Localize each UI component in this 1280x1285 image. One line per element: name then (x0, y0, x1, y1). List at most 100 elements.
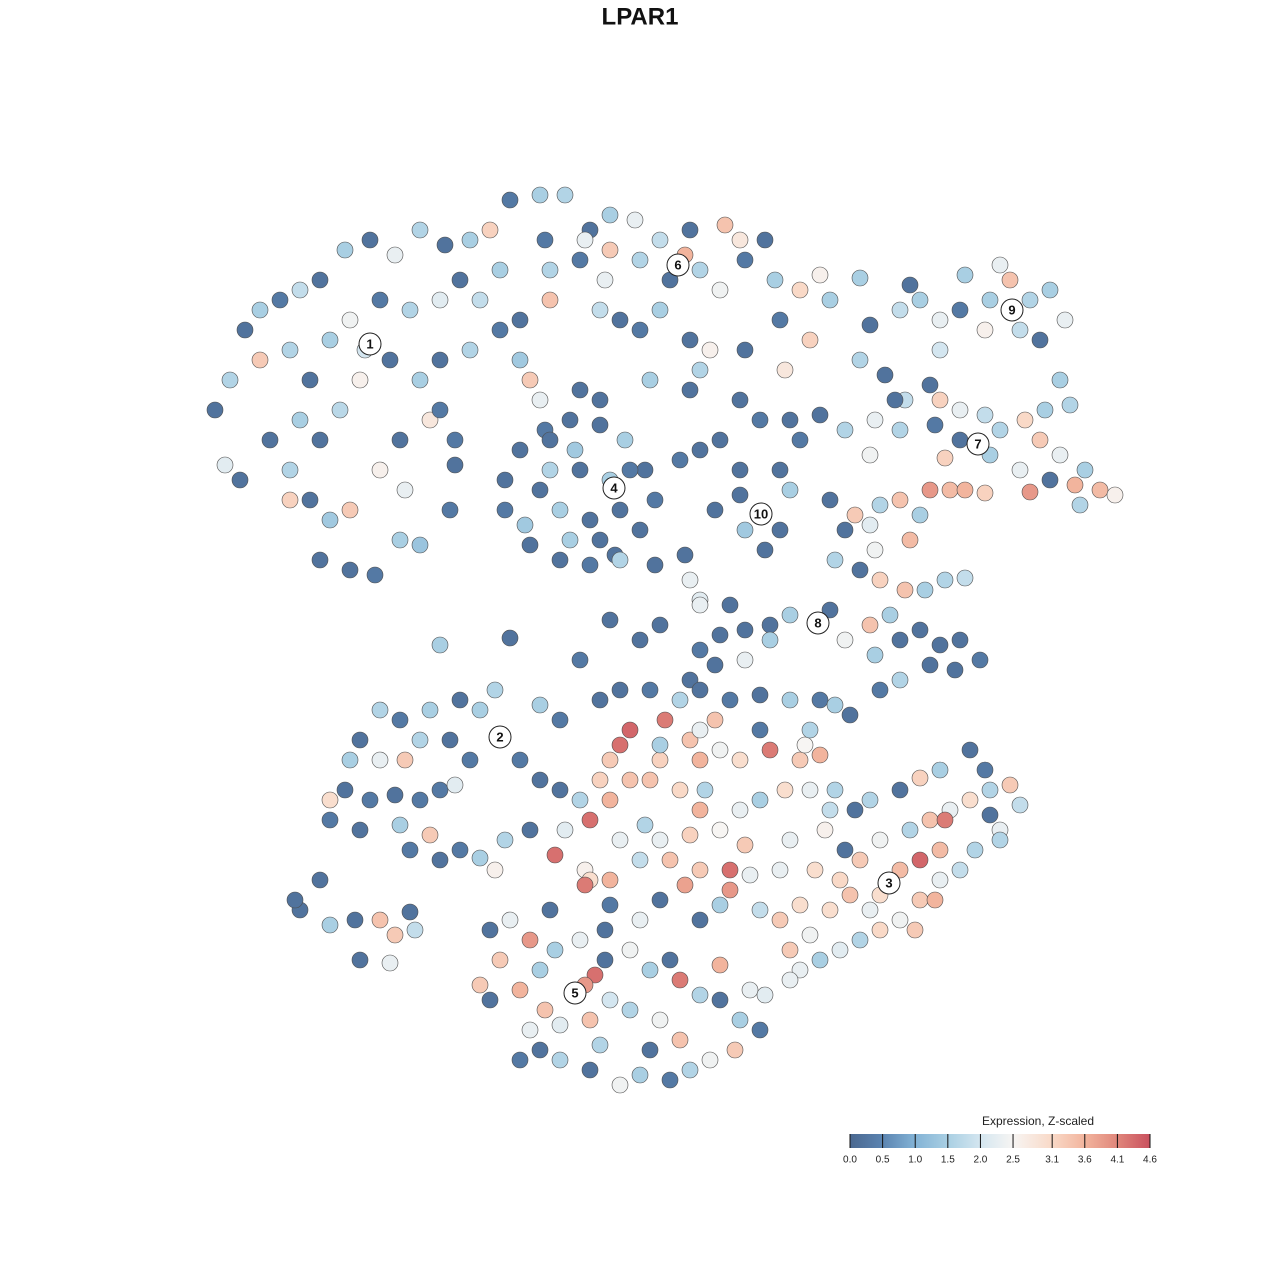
point (956, 266, 974, 284)
point (421, 701, 439, 719)
point (926, 416, 944, 434)
point (551, 1016, 569, 1034)
point (871, 571, 889, 589)
point (1021, 483, 1039, 501)
point (621, 1001, 639, 1019)
point (1091, 481, 1109, 499)
point (1011, 461, 1029, 479)
point (751, 901, 769, 919)
point (771, 861, 789, 879)
point (531, 1041, 549, 1059)
point (851, 851, 869, 869)
point (676, 546, 694, 564)
point (911, 769, 929, 787)
point (586, 966, 604, 984)
point (366, 566, 384, 584)
point (811, 266, 829, 284)
point (811, 406, 829, 424)
point (271, 291, 289, 309)
point (611, 551, 629, 569)
point (806, 861, 824, 879)
point (1071, 496, 1089, 514)
point (781, 941, 799, 959)
point (651, 301, 669, 319)
point (286, 891, 304, 909)
point (501, 191, 519, 209)
point (706, 501, 724, 519)
point (841, 886, 859, 904)
point (921, 481, 939, 499)
point (421, 826, 439, 844)
point (761, 631, 779, 649)
point (681, 331, 699, 349)
point (511, 311, 529, 329)
point (771, 461, 789, 479)
point (321, 511, 339, 529)
point (446, 456, 464, 474)
point (836, 631, 854, 649)
point (481, 221, 499, 239)
point (791, 281, 809, 299)
point (431, 781, 449, 799)
point (311, 551, 329, 569)
point (611, 831, 629, 849)
point (736, 521, 754, 539)
point (281, 341, 299, 359)
point (431, 351, 449, 369)
point (906, 921, 924, 939)
point (846, 506, 864, 524)
point (486, 861, 504, 879)
cluster-label: 6 (674, 257, 681, 272)
point (951, 861, 969, 879)
point (691, 596, 709, 614)
point (866, 541, 884, 559)
point (631, 631, 649, 649)
point (871, 921, 889, 939)
point (341, 751, 359, 769)
point (811, 746, 829, 764)
point (851, 561, 869, 579)
point (976, 484, 994, 502)
point (931, 761, 949, 779)
point (691, 986, 709, 1004)
point (656, 711, 674, 729)
point (431, 401, 449, 419)
colorbar-title: Expression, Z-scaled (982, 1114, 1094, 1128)
point (351, 371, 369, 389)
point (601, 791, 619, 809)
point (351, 821, 369, 839)
point (261, 431, 279, 449)
point (291, 411, 309, 429)
colorbar-tick-label: 2.5 (1006, 1155, 1020, 1166)
point (791, 896, 809, 914)
point (641, 371, 659, 389)
point (571, 461, 589, 479)
point (396, 751, 414, 769)
point (251, 301, 269, 319)
point (681, 221, 699, 239)
point (951, 401, 969, 419)
point (251, 351, 269, 369)
point (511, 351, 529, 369)
point (546, 846, 564, 864)
point (391, 531, 409, 549)
point (781, 411, 799, 429)
point (471, 976, 489, 994)
point (601, 611, 619, 629)
point (641, 681, 659, 699)
point (611, 736, 629, 754)
cluster-label: 10 (754, 506, 768, 521)
point (796, 736, 814, 754)
colorbar-tick-label: 3.1 (1045, 1155, 1059, 1166)
point (971, 651, 989, 669)
point (661, 1071, 679, 1089)
point (616, 431, 634, 449)
point (866, 411, 884, 429)
point (891, 421, 909, 439)
point (681, 571, 699, 589)
cluster-label-badge (877, 871, 901, 895)
point (556, 821, 574, 839)
point (841, 706, 859, 724)
